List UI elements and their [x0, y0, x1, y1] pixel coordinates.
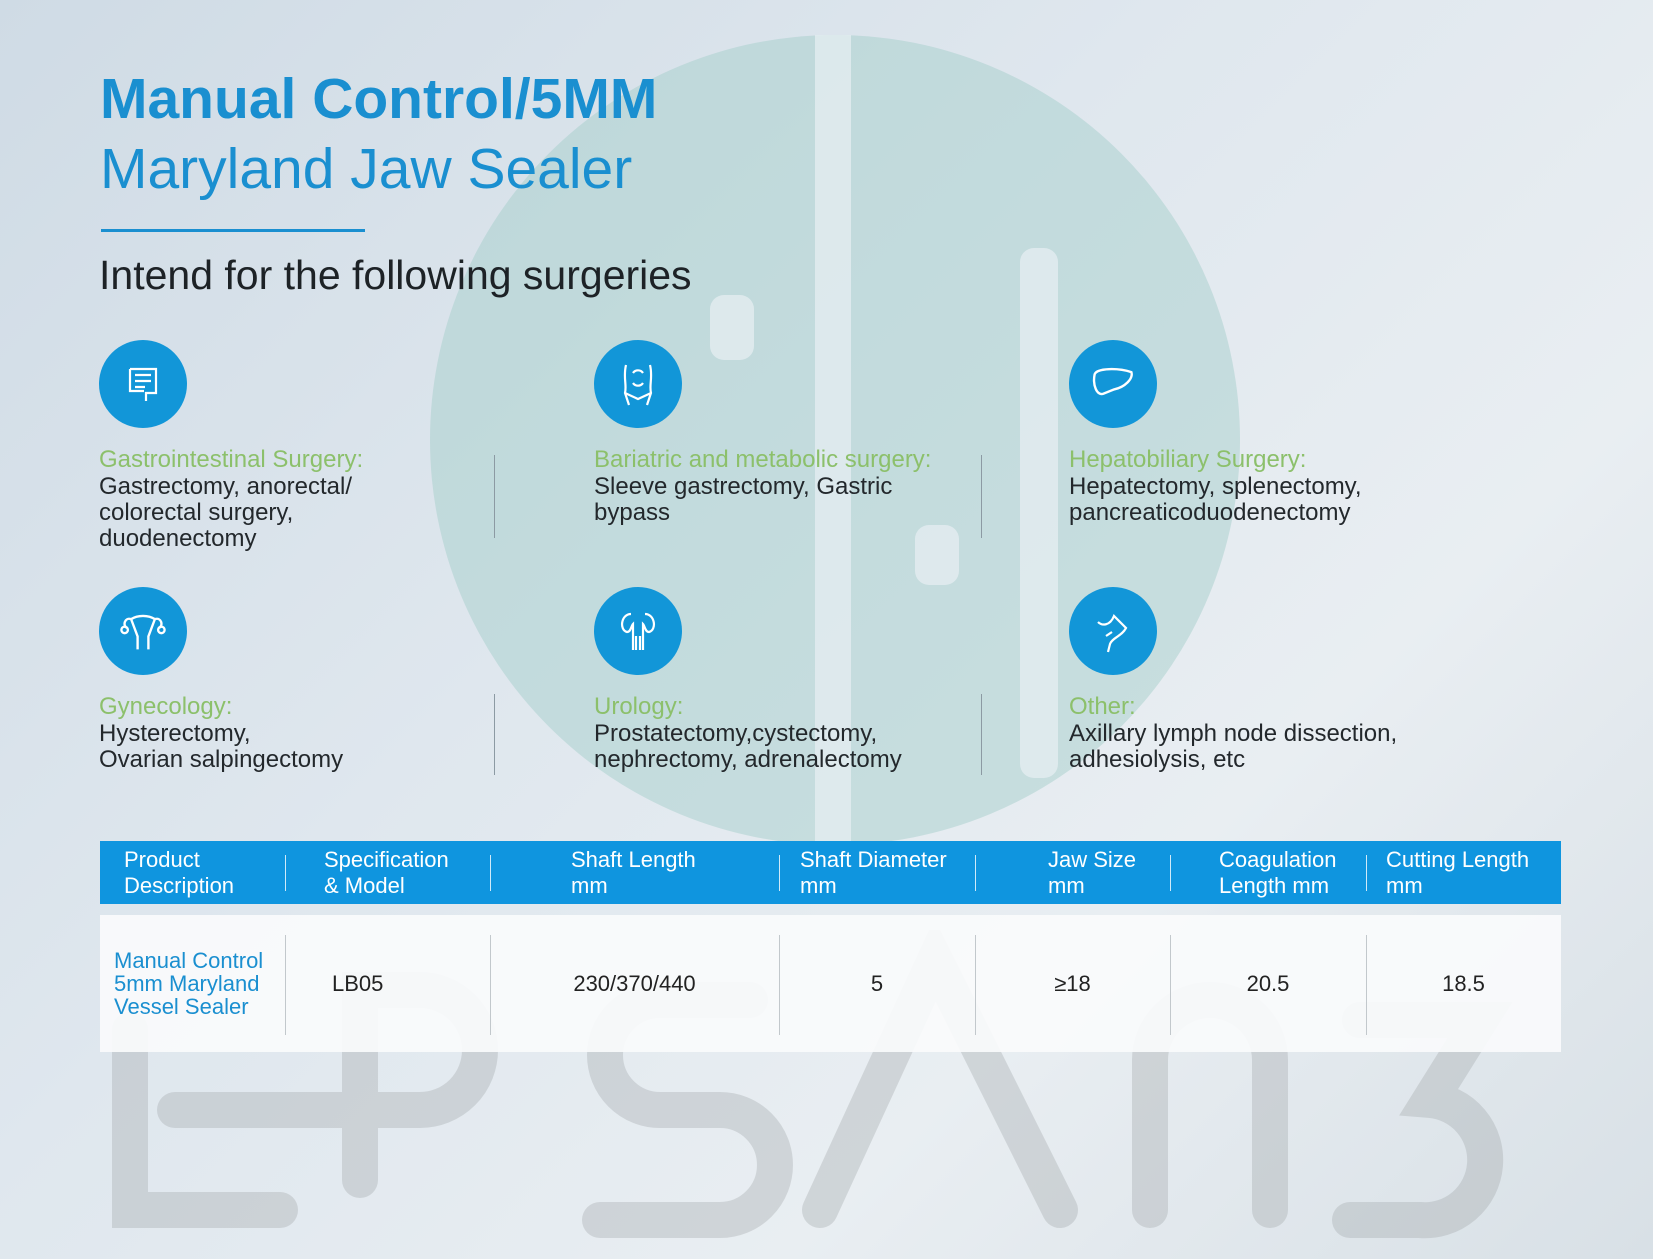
liver-icon: [1069, 340, 1157, 428]
abdomen-icon: [594, 340, 682, 428]
category-urology: Urology: Prostatectomy,cystectomy, nephr…: [594, 587, 1014, 773]
title-line-1: Manual Control/5MM: [100, 67, 658, 131]
header-divider: [1366, 855, 1367, 891]
category-heading: Other:: [1069, 693, 1136, 720]
category-description: Hysterectomy, Ovarian salpingectomy: [99, 720, 344, 773]
cell-shaft-diameter: 5: [870, 970, 884, 996]
header-specification: Specification & Model: [324, 846, 449, 898]
cell-divider: [1366, 935, 1367, 1035]
watermark-bar: [710, 295, 754, 360]
category-bariatric: Bariatric and metabolic surgery: Sleeve …: [594, 340, 1014, 526]
cell-divider: [285, 935, 286, 1035]
cell-shaft-length: 230/370/440: [573, 970, 696, 996]
watermark-bar: [915, 525, 959, 585]
intestine-icon: [99, 340, 187, 428]
cell-divider: [1170, 935, 1171, 1035]
column-divider: [981, 455, 982, 538]
cell-cutting-length: 18.5: [1442, 970, 1485, 996]
uterus-icon: [99, 587, 187, 675]
table-row: Manual Control 5mm Maryland Vessel Seale…: [100, 915, 1561, 1052]
cell-jaw-size: ≥18: [1054, 970, 1091, 996]
category-description: Prostatectomy,cystectomy, nephrectomy, a…: [594, 720, 902, 773]
title-line-2: Maryland Jaw Sealer: [100, 137, 633, 201]
header-cutting-length: Cutting Length mm: [1386, 846, 1530, 898]
category-gynecology: Gynecology: Hysterectomy, Ovarian salpin…: [99, 587, 519, 773]
spec-table-header: Product Description Specification & Mode…: [100, 841, 1561, 904]
header-divider: [285, 855, 286, 891]
header-divider: [975, 855, 976, 891]
header-product-description: Product Description: [124, 846, 235, 898]
cell-coagulation-length: 20.5: [1246, 970, 1290, 996]
watermark-bar: [815, 35, 851, 845]
header-divider: [779, 855, 780, 891]
category-hepatobiliary: Hepatobiliary Surgery: Hepatectomy, sple…: [1069, 340, 1489, 526]
cell-divider: [779, 935, 780, 1035]
page-title: Manual Control/5MM Maryland Jaw Sealer: [100, 64, 657, 204]
header-divider: [1170, 855, 1171, 891]
header-coagulation-length: Coagulation Length mm: [1219, 846, 1337, 898]
category-other: Other: Axillary lymph node dissection, a…: [1069, 587, 1489, 773]
kidney-icon: [594, 587, 682, 675]
column-divider: [494, 455, 495, 538]
category-heading: Hepatobiliary Surgery:: [1069, 446, 1307, 473]
header-shaft-length: Shaft Length mm: [571, 846, 696, 898]
category-description: Sleeve gastrectomy, Gastric bypass: [594, 473, 893, 526]
category-heading: Bariatric and metabolic surgery:: [594, 446, 932, 473]
cell-product-description: Manual Control 5mm Maryland Vessel Seale…: [114, 948, 264, 1019]
cell-divider: [975, 935, 976, 1035]
category-description: Hepatectomy, splenectomy, pancreaticoduo…: [1069, 473, 1362, 526]
category-description: Axillary lymph node dissection, adhesiol…: [1069, 720, 1398, 773]
title-underline: [101, 229, 365, 232]
watermark-bar: [1020, 248, 1058, 778]
category-heading: Gastrointestinal Surgery:: [99, 446, 364, 473]
cell-divider: [490, 935, 491, 1035]
cell-model: LB05: [332, 970, 384, 996]
subtitle: Intend for the following surgeries: [99, 252, 692, 298]
column-divider: [981, 694, 982, 775]
header-divider: [490, 855, 491, 891]
category-heading: Urology:: [594, 693, 684, 720]
armpit-icon: [1069, 587, 1157, 675]
header-jaw-size: Jaw Size mm: [1048, 846, 1137, 898]
category-description: Gastrectomy, anorectal/ colorectal surge…: [99, 473, 352, 552]
category-heading: Gynecology:: [99, 693, 233, 720]
column-divider: [494, 694, 495, 775]
category-gastrointestinal: Gastrointestinal Surgery: Gastrectomy, a…: [99, 340, 519, 552]
header-shaft-diameter: Shaft Diameter mm: [800, 846, 947, 898]
